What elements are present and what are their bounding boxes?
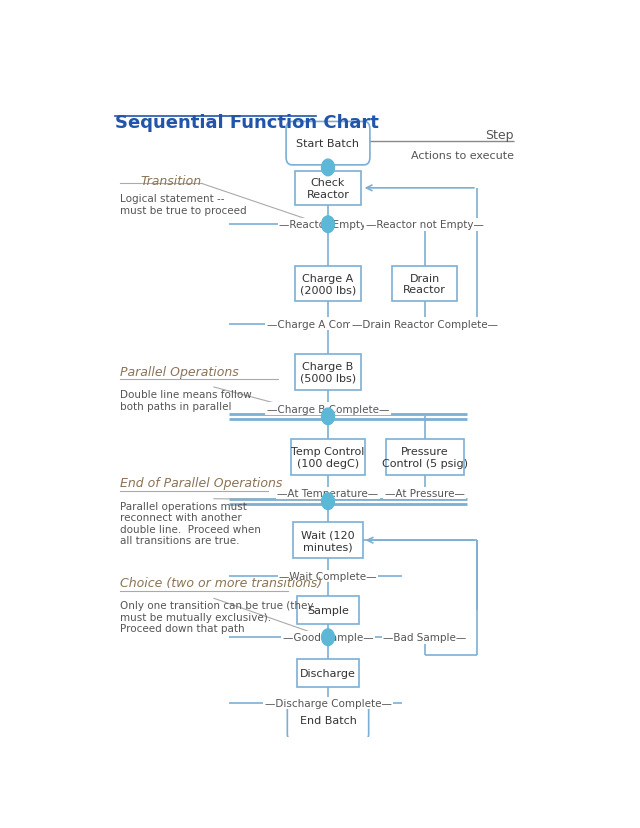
FancyBboxPatch shape [286,123,370,166]
Text: End of Parallel Operations: End of Parallel Operations [120,477,282,489]
FancyBboxPatch shape [287,698,369,741]
Text: Actions to execute: Actions to execute [411,151,514,161]
FancyBboxPatch shape [297,597,359,624]
Text: Drain
Reactor: Drain Reactor [403,273,446,295]
Text: Pressure
Control (5 psig): Pressure Control (5 psig) [381,447,468,469]
FancyBboxPatch shape [297,659,359,687]
Text: Logical statement --
must be true to proceed: Logical statement -- must be true to pro… [120,194,246,215]
Text: Start Batch: Start Batch [296,139,360,149]
FancyBboxPatch shape [294,267,362,302]
Text: Discharge: Discharge [300,668,356,678]
Text: —Wait Complete—: —Wait Complete— [279,571,377,581]
Circle shape [321,629,335,646]
Text: Parallel operations must
reconnect with another
double line.  Proceed when
all t: Parallel operations must reconnect with … [120,501,260,546]
Text: Parallel Operations: Parallel Operations [120,366,239,378]
Circle shape [321,408,335,425]
Text: Charge B
(5000 lbs): Charge B (5000 lbs) [300,362,356,383]
Circle shape [321,160,335,176]
Text: —Charge A Complete—: —Charge A Complete— [267,320,389,330]
Text: Choice (two or more transitions): Choice (two or more transitions) [120,576,322,589]
FancyBboxPatch shape [293,522,363,558]
Text: Step: Step [486,128,514,142]
Text: —At Pressure—: —At Pressure— [385,489,465,498]
Circle shape [321,217,335,233]
Circle shape [321,493,335,510]
Text: —At Temperature—: —At Temperature— [277,489,379,498]
Text: Wait (120
minutes): Wait (120 minutes) [301,530,355,551]
Text: —Bad Sample—: —Bad Sample— [383,633,467,643]
FancyBboxPatch shape [294,354,362,390]
Text: Transition: Transition [140,175,202,187]
FancyBboxPatch shape [392,267,457,302]
Text: —Charge B Complete—: —Charge B Complete— [267,404,389,414]
Text: Double line means follow
both paths in parallel: Double line means follow both paths in p… [120,389,252,411]
Text: —Discharge Complete—: —Discharge Complete— [264,698,392,708]
Text: —Drain Reactor Complete—: —Drain Reactor Complete— [352,320,498,330]
FancyBboxPatch shape [294,171,362,206]
Text: Only one transition can be true (they
must be mutually exclusive).
Proceed down : Only one transition can be true (they mu… [120,600,313,633]
Text: —Reactor not Empty—: —Reactor not Empty— [366,220,484,230]
FancyBboxPatch shape [291,440,365,475]
Text: Temp Control
(100 degC): Temp Control (100 degC) [291,447,365,469]
Text: Check
Reactor: Check Reactor [307,178,349,200]
FancyBboxPatch shape [385,440,464,475]
Text: Sequential Function Chart: Sequential Function Chart [115,114,379,132]
Text: —Good Sample—: —Good Sample— [283,633,373,643]
Text: End Batch: End Batch [300,715,356,724]
Text: —Reactor Empty—: —Reactor Empty— [279,220,377,230]
Text: Sample: Sample [307,606,349,616]
Text: Charge A
(2000 lbs): Charge A (2000 lbs) [300,273,356,295]
